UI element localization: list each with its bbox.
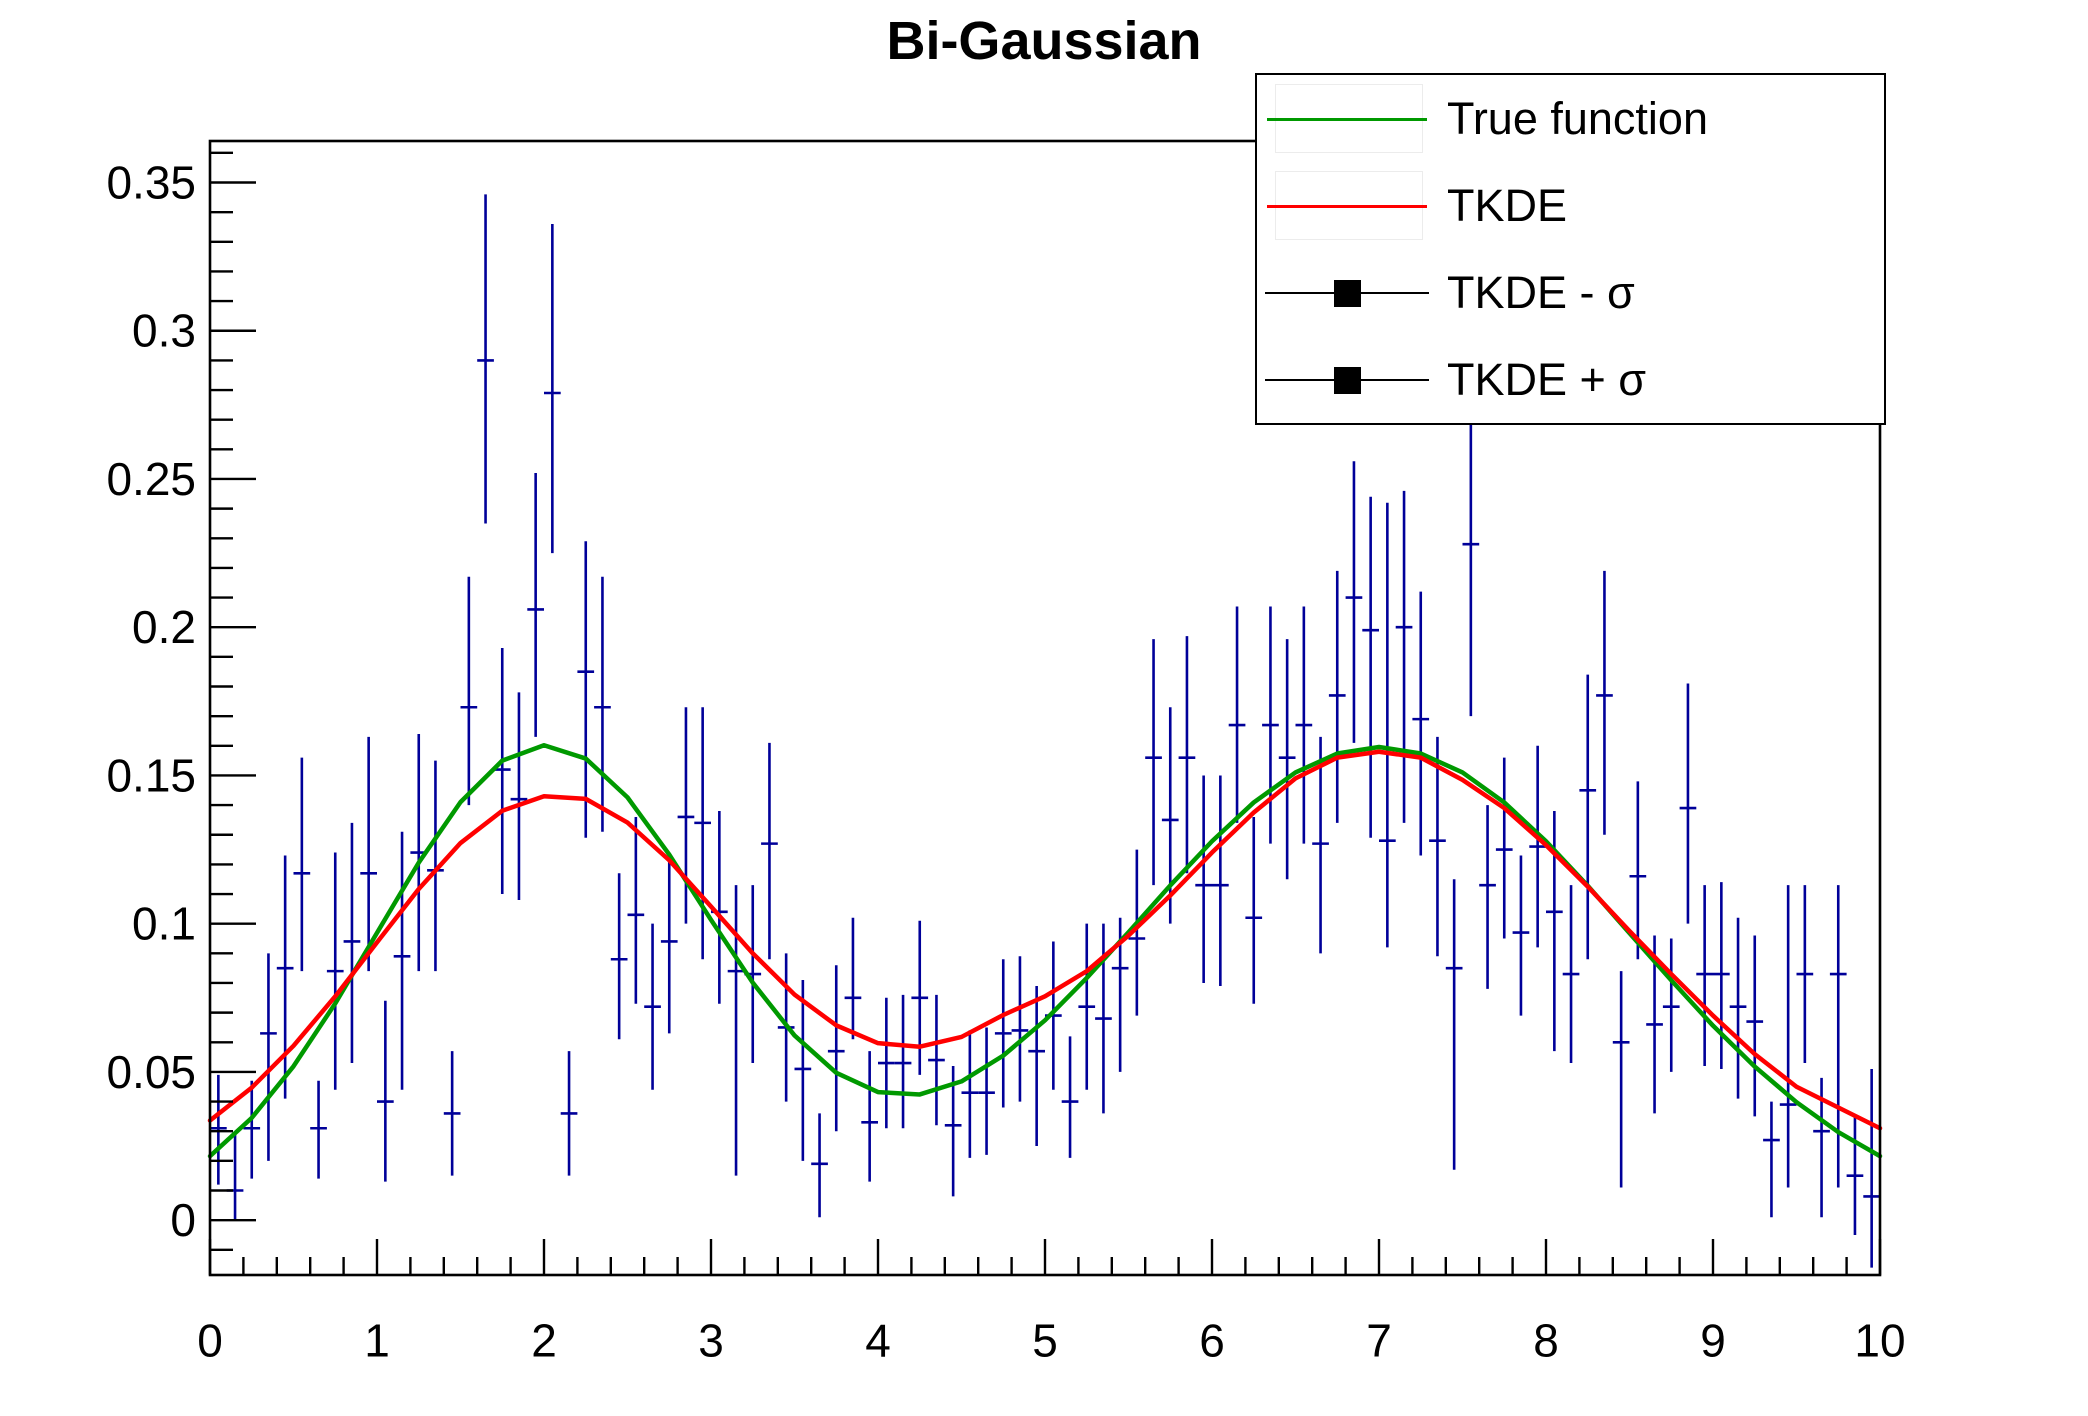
- square-marker-symbol: [1257, 249, 1437, 336]
- legend-entry-tkde-minus-sigma: TKDE - σ: [1257, 249, 1884, 336]
- legend-label-tkde-minus-sigma: TKDE - σ: [1447, 266, 1635, 318]
- x-tick-label: 2: [531, 1315, 557, 1367]
- y-tick-label: 0.3: [132, 305, 196, 357]
- legend-entry-tkde-plus-sigma: TKDE + σ: [1257, 336, 1884, 423]
- x-tick-label: 0: [197, 1315, 223, 1367]
- legend-entry-tkde: TKDE: [1257, 162, 1884, 249]
- x-tick-label: 5: [1032, 1315, 1058, 1367]
- red-line-symbol: [1257, 162, 1437, 249]
- x-tick-label: 10: [1854, 1315, 1905, 1367]
- y-tick-label: 0.25: [106, 453, 196, 505]
- x-tick-label: 9: [1700, 1315, 1726, 1367]
- x-tick-label: 1: [364, 1315, 390, 1367]
- square-marker-symbol: [1257, 336, 1437, 423]
- y-tick-label: 0.2: [132, 601, 196, 653]
- green-line-symbol: [1257, 75, 1437, 162]
- x-tick-label: 4: [865, 1315, 891, 1367]
- x-tick-label: 3: [698, 1315, 724, 1367]
- black-square-marker-icon: [1334, 279, 1361, 307]
- legend-entry-true-function: True function: [1257, 75, 1884, 162]
- legend-label-true-function: True function: [1447, 92, 1708, 144]
- tkde-curve: [207, 749, 1883, 1131]
- x-tick-label: 7: [1366, 1315, 1392, 1367]
- legend-box: True function TKDE TKDE - σ TKDE + σ: [1255, 73, 1886, 425]
- black-square-marker-icon: [1334, 366, 1361, 394]
- legend-label-tkde: TKDE: [1447, 179, 1568, 231]
- legend-label-tkde-plus-sigma: TKDE + σ: [1447, 353, 1647, 405]
- true-function-curve: [207, 742, 1883, 1159]
- chart-title: Bi-Gaussian: [886, 11, 1202, 71]
- y-tick-label: 0.05: [106, 1046, 196, 1098]
- y-tick-label: 0.15: [106, 749, 196, 801]
- x-tick-label: 6: [1199, 1315, 1225, 1367]
- y-tick-label: 0.35: [106, 157, 196, 209]
- y-tick-label: 0: [170, 1194, 196, 1246]
- y-tick-label: 0.1: [132, 898, 196, 950]
- x-tick-label: 8: [1533, 1315, 1559, 1367]
